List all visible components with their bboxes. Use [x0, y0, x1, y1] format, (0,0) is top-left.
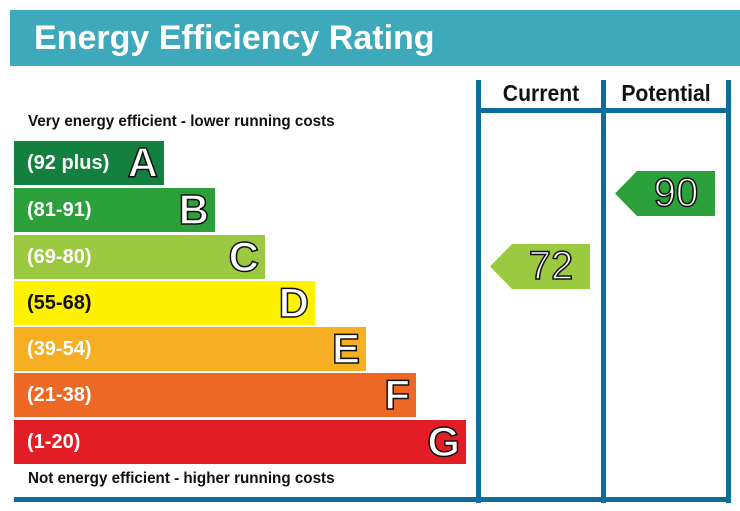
- band-range: (1-20): [27, 431, 81, 453]
- top-note: Very energy efficient - lower running co…: [28, 113, 335, 130]
- band-range: (21-38): [27, 384, 92, 406]
- page-title: Energy Efficiency Rating: [10, 10, 740, 66]
- bottom-border: [14, 497, 731, 502]
- current-rating-arrow: 72: [490, 244, 590, 289]
- band-range: (55-68): [27, 292, 92, 314]
- band-letter: B: [178, 185, 210, 234]
- band-bar-f: (21-38) F: [14, 370, 416, 419]
- column-divider: [601, 80, 606, 503]
- band-letter: E: [331, 324, 361, 373]
- band-range: (81-91): [27, 199, 92, 221]
- band-range: (39-54): [27, 338, 92, 360]
- band-bar-d: (55-68) D: [14, 278, 315, 327]
- band-bar-e: (39-54) E: [14, 324, 366, 373]
- band-bar-c: (69-80) C: [14, 232, 265, 281]
- column-divider: [726, 80, 731, 503]
- band-range: (69-80): [27, 246, 92, 268]
- band-letter: D: [278, 278, 310, 327]
- band-letter: C: [228, 232, 260, 281]
- band-bar-b: (81-91) B: [14, 185, 215, 234]
- band-bar-a: (92 plus) A: [14, 138, 164, 187]
- band-letter: A: [127, 138, 159, 187]
- header-divider: [476, 108, 731, 113]
- band-bar-g: (1-20) G: [14, 417, 466, 466]
- column-divider: [476, 80, 481, 503]
- potential-column-header: Potential: [621, 80, 711, 106]
- current-column-header: Current: [502, 80, 580, 106]
- band-letter: F: [384, 370, 411, 419]
- potential-rating-arrow: 90: [615, 171, 715, 216]
- potential-rating-value: 90: [653, 171, 699, 216]
- bottom-note: Not energy efficient - higher running co…: [28, 470, 335, 487]
- current-rating-value: 72: [528, 244, 574, 289]
- band-range: (92 plus): [27, 152, 110, 174]
- band-letter: G: [427, 417, 461, 466]
